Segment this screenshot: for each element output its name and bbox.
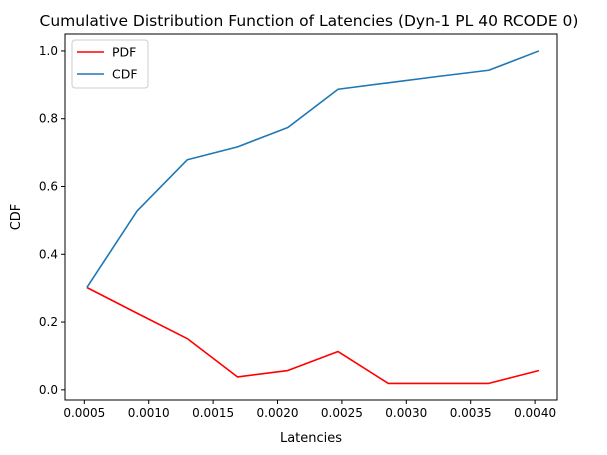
x-axis-ticks: 0.0005 0.0010 0.0015 0.0020 0.0025 0.0030 0.00… (63, 400, 556, 420)
x-tick-label: 0.0040 (514, 406, 556, 420)
chart-title: Cumulative Distribution Function of Late… (40, 12, 579, 30)
x-tick-label: 0.0035 (450, 406, 492, 420)
y-tick-label: 1.0 (39, 44, 58, 58)
x-tick-label: 0.0005 (63, 406, 105, 420)
x-tick-label: 0.0020 (257, 406, 299, 420)
legend-label-cdf: CDF (112, 67, 138, 82)
series-layer (86, 50, 540, 385)
plot-area (64, 33, 558, 401)
y-tick-label: 0.4 (39, 247, 58, 261)
y-tick-label: 0.2 (39, 315, 58, 329)
legend-label-pdf: PDF (112, 45, 136, 60)
legend: PDF CDF (71, 39, 149, 89)
y-axis-ticks: 0.0 0.2 0.4 0.6 0.8 1.0 (39, 44, 65, 397)
y-tick-label: 0.0 (39, 383, 58, 397)
y-axis-label: CDF (9, 204, 24, 231)
x-tick-label: 0.0030 (385, 406, 427, 420)
x-tick-label: 0.0015 (192, 406, 234, 420)
x-tick-label: 0.0010 (128, 406, 170, 420)
series-line-cdf (86, 50, 540, 288)
y-tick-label: 0.8 (39, 112, 58, 126)
y-tick-label: 0.6 (39, 180, 58, 194)
series-line-pdf (86, 286, 540, 385)
x-tick-label: 0.0025 (321, 406, 363, 420)
x-axis-label: Latencies (280, 431, 342, 446)
